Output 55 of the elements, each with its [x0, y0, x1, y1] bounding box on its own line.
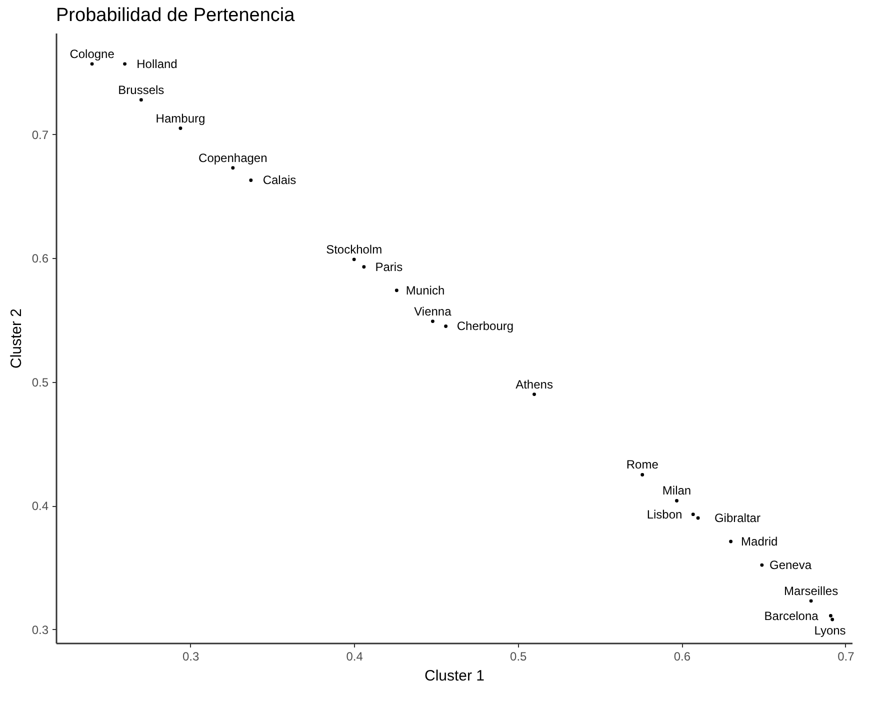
point [139, 98, 143, 102]
point [362, 265, 366, 269]
y-tick-label: 0.6 [32, 252, 49, 266]
data-label: Barcelona [764, 608, 819, 623]
data-label: Brussels [118, 82, 164, 97]
data-label: Cherbourg [456, 319, 514, 334]
y-axis-title: Cluster 2 [8, 308, 25, 369]
data-label: Lisbon [646, 507, 682, 522]
data-label: Calais [262, 173, 296, 188]
point [729, 540, 733, 544]
data-label: Vienna [414, 304, 452, 318]
point [828, 614, 832, 618]
data-label: Milan [662, 484, 692, 498]
point [352, 258, 356, 262]
point [444, 324, 448, 328]
data-label: Cologne [70, 46, 115, 61]
point [760, 563, 764, 567]
point [123, 62, 127, 66]
x-axis-title: Cluster 1 [424, 668, 485, 684]
data-label: Geneva [770, 558, 812, 572]
data-label: Holland [136, 56, 178, 71]
data-label: Lyons [814, 623, 846, 638]
y-tick-label: 0.4 [32, 499, 49, 514]
y-tick-label: 0.3 [32, 622, 49, 637]
point [249, 178, 253, 182]
data-label: Madrid [741, 534, 778, 549]
x-tick-label: 0.3 [182, 650, 200, 664]
point [830, 618, 834, 622]
chart-title: Probabilidad de Pertenencia [56, 5, 296, 26]
point [532, 392, 536, 396]
point [640, 472, 644, 476]
data-label: Marseilles [784, 584, 838, 598]
data-label: Gibraltar [714, 511, 760, 526]
x-tick-label: 0.5 [510, 650, 528, 664]
data-label: Copenhagen [198, 150, 268, 165]
point [394, 288, 398, 292]
data-label: Paris [375, 260, 403, 274]
x-tick-label: 0.7 [838, 650, 855, 664]
data-label: Munich [406, 283, 445, 298]
data-label: Athens [516, 377, 553, 392]
point [430, 320, 434, 324]
point [90, 62, 94, 66]
y-tick-label: 0.7 [32, 128, 49, 142]
x-tick-label: 0.4 [346, 650, 364, 664]
y-tick-label: 0.5 [32, 375, 49, 390]
x-tick-label: 0.6 [674, 650, 691, 664]
point [675, 498, 678, 502]
point [231, 166, 235, 170]
point [691, 512, 695, 516]
data-label: Hamburg [156, 111, 206, 126]
point [696, 516, 700, 520]
data-label: Rome [626, 458, 659, 472]
data-label: Stockholm [326, 242, 382, 256]
point [809, 599, 813, 603]
point [178, 126, 182, 130]
